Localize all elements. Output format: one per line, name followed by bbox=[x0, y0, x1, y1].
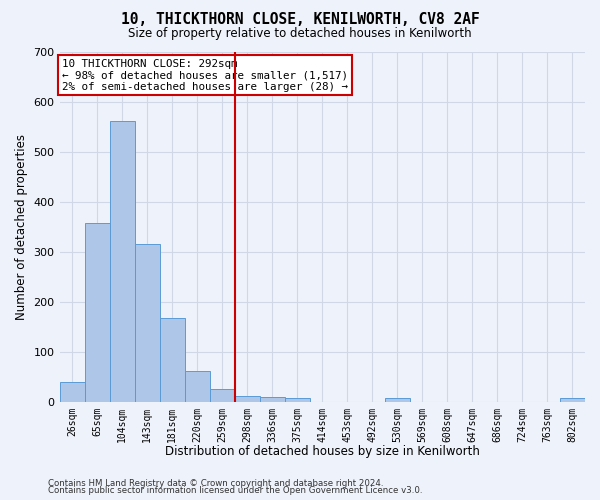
Bar bbox=[85, 222, 110, 402]
Bar bbox=[134, 244, 160, 402]
Bar bbox=[160, 318, 185, 402]
X-axis label: Distribution of detached houses by size in Kenilworth: Distribution of detached houses by size … bbox=[165, 444, 480, 458]
Bar bbox=[59, 382, 85, 402]
Bar bbox=[385, 398, 410, 402]
Bar bbox=[185, 370, 209, 402]
Text: Contains public sector information licensed under the Open Government Licence v3: Contains public sector information licen… bbox=[48, 486, 422, 495]
Bar bbox=[209, 389, 235, 402]
Bar bbox=[260, 396, 285, 402]
Text: 10 THICKTHORN CLOSE: 292sqm
← 98% of detached houses are smaller (1,517)
2% of s: 10 THICKTHORN CLOSE: 292sqm ← 98% of det… bbox=[62, 58, 348, 92]
Bar bbox=[110, 120, 134, 402]
Bar bbox=[235, 396, 260, 402]
Bar bbox=[285, 398, 310, 402]
Bar bbox=[560, 398, 585, 402]
Text: Size of property relative to detached houses in Kenilworth: Size of property relative to detached ho… bbox=[128, 28, 472, 40]
Y-axis label: Number of detached properties: Number of detached properties bbox=[15, 134, 28, 320]
Text: 10, THICKTHORN CLOSE, KENILWORTH, CV8 2AF: 10, THICKTHORN CLOSE, KENILWORTH, CV8 2A… bbox=[121, 12, 479, 28]
Text: Contains HM Land Registry data © Crown copyright and database right 2024.: Contains HM Land Registry data © Crown c… bbox=[48, 478, 383, 488]
